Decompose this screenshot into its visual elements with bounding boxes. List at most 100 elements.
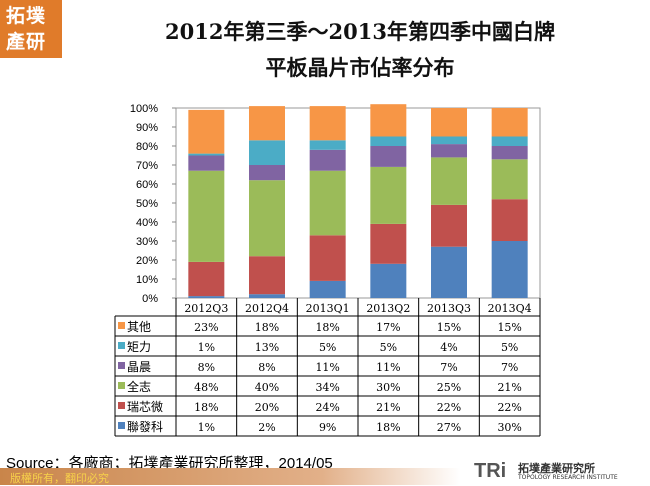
bar-segment [370,166,407,224]
legend-label: 瑞芯微 [127,400,163,414]
data-label: 5% [319,341,336,354]
data-label: 11% [376,361,400,374]
bar-segment [309,149,346,171]
data-label: 1% [198,421,215,434]
y-tick-label: 30% [136,236,158,248]
bar-segment [249,140,285,165]
bar-segment [309,170,346,236]
bar-segment [431,136,467,145]
data-label: 17% [376,321,400,334]
y-tick-label: 70% [136,160,158,172]
data-label: 4% [440,341,457,354]
x-category-label: 2013Q3 [427,302,471,315]
data-label: 27% [437,421,461,434]
bar-segment [431,144,467,158]
y-tick-label: 100% [130,103,158,115]
bar-segment [491,146,528,160]
bar-segment [188,153,225,156]
legend-label: 聯發科 [127,419,163,434]
data-label: 9% [319,421,336,434]
legend-label: 全志 [127,379,151,394]
data-label: 22% [437,401,461,414]
bar-segment [491,241,528,298]
data-label: 18% [376,421,400,434]
title-line-2: 平板晶片市佔率分布 [265,55,455,80]
brand-name-en: TOPOLOGY RESEARCH INSTITUTE [518,474,618,481]
x-category-label: 2012Q3 [184,302,228,315]
data-label: 24% [315,401,339,414]
data-label: 5% [501,341,518,354]
bar-segment [491,136,528,146]
bar-segment [491,108,528,137]
data-label: 5% [380,341,397,354]
bar-segment [249,180,285,257]
footer-bar [0,468,460,485]
y-tick-label: 90% [136,122,158,134]
data-label: 48% [194,381,218,394]
copyright: 版權所有，翻印必究 [10,472,109,485]
legend-key [118,402,125,409]
bar-segment [249,256,285,295]
y-tick-label: 0% [142,293,158,305]
y-tick-label: 40% [136,217,158,229]
bar-segment [370,146,407,167]
data-label: 8% [258,361,275,374]
data-label: 8% [198,361,215,374]
title-line-1: 2012年第三季～2013年第四季中國白牌 [165,19,555,44]
source-note: Source：各廠商；拓墣產業研究所整理，2014/05 [6,455,333,472]
logo: 拓墣產研 [0,0,62,58]
y-tick-label: 60% [136,179,158,191]
data-label: 23% [194,321,218,334]
bar-segment [370,223,407,264]
bar-segment [370,263,407,298]
data-label: 7% [501,361,518,374]
legend-key [118,382,125,389]
data-label: 18% [194,401,218,414]
bar-segment [309,140,346,150]
data-label: 40% [255,381,279,394]
bar-segment [309,280,346,298]
data-label: 11% [315,361,339,374]
legend-key [118,422,125,429]
bar-segment [188,109,225,154]
bar-segment [249,106,285,141]
legend-key [118,342,125,349]
legend-key [118,362,125,369]
x-category-label: 2013Q4 [488,302,532,315]
data-label: 13% [255,341,279,354]
data-label: 15% [497,321,521,334]
x-category-label: 2013Q2 [366,302,410,315]
data-label: 18% [255,321,279,334]
bar-segment [188,170,225,262]
data-label: 1% [198,341,215,354]
legend-key [118,322,125,329]
data-label: 21% [497,381,521,394]
data-label: 30% [376,381,400,394]
data-label: 15% [437,321,461,334]
x-category-label: 2012Q4 [245,302,289,315]
data-label: 30% [497,421,521,434]
legend-label: 其他 [127,320,151,334]
bar-segment [249,165,285,181]
y-tick-label: 50% [136,198,158,210]
data-label: 34% [315,381,339,394]
bar-segment [188,261,225,297]
bar-segment [188,296,225,298]
data-label: 7% [440,361,457,374]
plot-area [175,107,541,299]
data-label: 20% [255,401,279,414]
data-label: 22% [497,401,521,414]
y-tick-label: 20% [136,255,158,267]
bar-segment [431,204,467,247]
x-category-label: 2013Q1 [306,302,350,315]
bar-segment [431,157,467,205]
bar-segment [431,246,467,298]
bar-segment [309,106,346,141]
bar-segment [309,235,346,281]
data-label: 18% [315,321,339,334]
bar-segment [491,159,528,200]
legend-label: 矩力 [127,340,151,354]
data-label: 21% [376,401,400,414]
y-tick-label: 80% [136,141,158,153]
